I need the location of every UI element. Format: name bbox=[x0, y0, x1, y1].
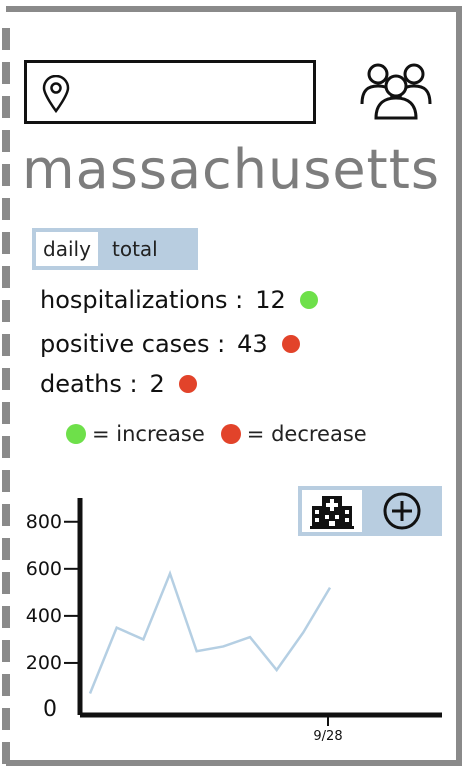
frame-dash bbox=[2, 334, 10, 356]
location-search-input[interactable] bbox=[83, 75, 307, 113]
stat-label: hospitalizations : bbox=[40, 286, 244, 314]
increase-legend-label: = increase bbox=[92, 422, 205, 446]
increase-legend-dot bbox=[66, 424, 86, 444]
stat-hospitalizations: hospitalizations : 12 bbox=[40, 286, 318, 314]
frame-dash bbox=[2, 266, 10, 288]
frame-dash bbox=[2, 504, 10, 526]
frame-dash bbox=[2, 368, 10, 390]
stat-value: 43 bbox=[237, 330, 268, 358]
plus-circle-icon bbox=[383, 492, 421, 530]
frame-dash bbox=[2, 572, 10, 594]
stat-value: 12 bbox=[255, 286, 286, 314]
decrease-legend-dot bbox=[220, 424, 241, 444]
view-tabs: daily total bbox=[32, 228, 198, 270]
tab-daily[interactable]: daily bbox=[36, 232, 98, 266]
x-tick-label: 9/28 bbox=[313, 729, 342, 744]
frame-dash bbox=[2, 640, 10, 662]
y-tick-label: 400 bbox=[26, 605, 62, 627]
add-button[interactable] bbox=[380, 490, 424, 532]
frame-dash bbox=[2, 606, 10, 628]
increase-indicator bbox=[299, 291, 318, 309]
hospital-button[interactable] bbox=[302, 490, 362, 532]
y-tick-label: 0 bbox=[43, 697, 57, 722]
frame-dash bbox=[2, 28, 10, 50]
stat-label: deaths : bbox=[40, 370, 138, 398]
stat-label: positive cases : bbox=[40, 330, 226, 358]
y-tick-label: 200 bbox=[26, 652, 62, 674]
page-title: massachusetts bbox=[22, 138, 441, 201]
stat-deaths: deaths : 2 bbox=[40, 370, 197, 398]
legend: = increase = decrease bbox=[66, 422, 367, 446]
frame-dash bbox=[2, 300, 10, 322]
frame-dash bbox=[2, 164, 10, 186]
frame-dash bbox=[2, 96, 10, 118]
location-search-box[interactable] bbox=[24, 60, 316, 124]
stat-value: 2 bbox=[149, 370, 165, 398]
tab-total[interactable]: total bbox=[112, 237, 158, 261]
frame-dash bbox=[2, 708, 10, 730]
frame-dash bbox=[2, 470, 10, 492]
frame-dash bbox=[2, 130, 10, 152]
stat-positive-cases: positive cases : 43 bbox=[40, 330, 300, 358]
frame-dash bbox=[2, 742, 10, 764]
frame-dash bbox=[2, 538, 10, 560]
decrease-indicator bbox=[178, 375, 197, 393]
group-button[interactable] bbox=[358, 60, 434, 124]
series-line bbox=[88, 569, 332, 694]
chart-action-bar bbox=[298, 486, 442, 536]
frame-dash bbox=[2, 436, 10, 458]
line-chart: 0 200 400 600 800 9/28 bbox=[26, 498, 442, 744]
group-icon bbox=[360, 63, 432, 120]
hospital-icon bbox=[310, 496, 354, 529]
y-tick-label: 800 bbox=[26, 511, 62, 533]
phone-frame bbox=[6, 6, 462, 766]
frame-dash bbox=[2, 674, 10, 696]
decrease-indicator bbox=[281, 335, 300, 353]
frame-dash bbox=[2, 402, 10, 424]
frame-dash bbox=[2, 232, 10, 254]
map-pin-icon bbox=[42, 75, 70, 113]
y-tick-label: 600 bbox=[26, 558, 62, 580]
frame-dash bbox=[2, 62, 10, 84]
decrease-legend-label: = decrease bbox=[246, 422, 367, 446]
frame-dash bbox=[2, 198, 10, 220]
